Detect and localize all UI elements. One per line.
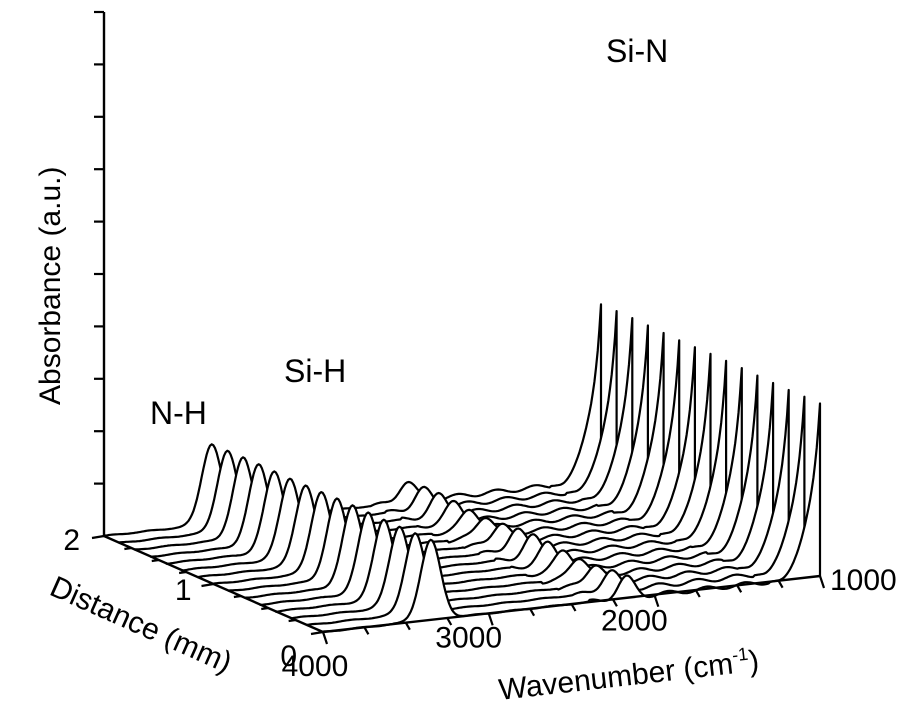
z-tick-label: 2 (63, 524, 80, 557)
peak-label-si-n: Si-N (606, 33, 668, 69)
series-line-8 (196, 346, 696, 579)
series-line-4 (259, 374, 759, 606)
series-group (102, 303, 822, 634)
series-line-2 (290, 388, 790, 620)
x-tick (653, 594, 660, 608)
x-axis-label-close: ) (747, 645, 761, 679)
x-tick (363, 626, 370, 635)
x-tick (818, 575, 826, 589)
peak-label-si-h: Si-H (284, 353, 346, 389)
x-tick (321, 631, 329, 645)
axes-group (91, 10, 826, 645)
z-tick (310, 630, 324, 636)
x-tick (694, 589, 701, 598)
x-tick-label: 2000 (601, 605, 668, 638)
peak-label-n-h: N-H (150, 395, 207, 431)
x-axis-label: Wavenumber (cm-1) (497, 643, 761, 706)
x-tick (529, 608, 536, 617)
z-tick (261, 606, 269, 611)
x-tick (736, 584, 743, 593)
z-tick-label: 0 (280, 640, 297, 673)
z-tick-labels: 0 1 2 (63, 524, 297, 673)
x-tick (446, 617, 453, 626)
x-axis-label-text: Wavenumber (cm (497, 647, 735, 706)
z-tick (91, 534, 105, 540)
series-line-1 (306, 395, 806, 627)
x-tick (611, 598, 618, 607)
z-tick (124, 546, 132, 551)
z-tick (178, 570, 187, 575)
x-tick (487, 612, 494, 626)
x-tick-label: 4000 (282, 650, 349, 683)
series-line-3 (275, 381, 775, 613)
series-line-5 (243, 367, 743, 599)
z-tick (233, 594, 242, 599)
y-axis-label: Absorbance (a.u.) (34, 167, 67, 405)
x-tick-label: 1000 (830, 564, 897, 597)
x-tick (570, 603, 577, 612)
x-tick (404, 622, 411, 631)
peak-annotations: N-H Si-H Si-N (150, 33, 668, 431)
x-tick-label: 3000 (435, 621, 502, 654)
series-line-6 (228, 359, 728, 592)
x-axis-label-sup: -1 (731, 644, 749, 666)
z-tick (201, 582, 214, 588)
series-line-7 (212, 352, 712, 586)
z-tick (288, 618, 296, 623)
z-tick-label: 1 (175, 574, 192, 607)
x-tick (777, 580, 784, 589)
x-tick-labels: 4000 3000 2000 1000 (282, 564, 897, 683)
z-axis-label: Distance (mm) (45, 570, 237, 679)
z-tick (151, 558, 159, 563)
